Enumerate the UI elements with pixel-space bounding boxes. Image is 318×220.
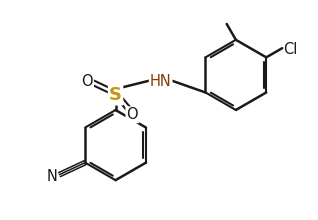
Text: N: N: [47, 169, 58, 184]
Text: O: O: [81, 74, 93, 89]
Text: Cl: Cl: [283, 42, 298, 57]
Text: HN: HN: [150, 74, 171, 89]
Text: S: S: [109, 86, 122, 104]
Text: O: O: [127, 107, 138, 122]
